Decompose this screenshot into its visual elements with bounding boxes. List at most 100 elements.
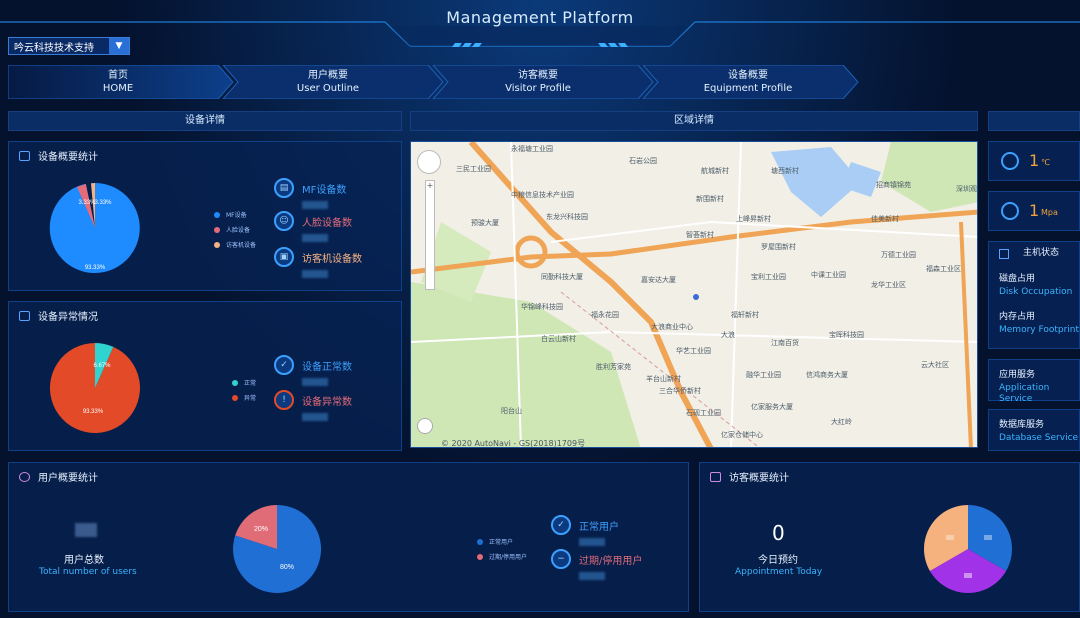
user-stats-pie: 80% 20% <box>233 504 322 593</box>
compass-icon[interactable] <box>417 150 441 174</box>
nav-tab-visitor-profile-en: Visitor Profile <box>505 83 571 94</box>
region-map[interactable]: 永福塘工业园 石岩公园 航城新村 塘西新村 三民工业园 中粮信息技术产业园 新围… <box>410 141 978 448</box>
leaf-icon <box>1001 202 1019 220</box>
check-icon: ✓ <box>551 515 571 535</box>
total-users-label-cn: 用户总数 <box>64 555 104 566</box>
server-icon: ▤ <box>274 178 294 198</box>
appointment-label-en: Appointment Today <box>735 567 823 577</box>
device-abnormal-pie: 6.67% 93.33% <box>49 343 140 433</box>
check-icon: ✓ <box>274 355 294 375</box>
pie-label-visitor: 3.33% <box>94 200 112 206</box>
pie-label-normal: 6.67% <box>93 363 111 369</box>
thermometer-icon <box>1001 152 1019 170</box>
total-users-label-en: Total number of users <box>39 567 137 577</box>
temperature-value: 1 <box>1029 151 1040 170</box>
map-copyright: © 2020 AutoNavi - GS(2018)1709号 <box>441 439 586 448</box>
stat-normal-devices: ✓ 设备正常数 <box>274 355 352 386</box>
section-region-detail: 区域详情 <box>410 111 978 131</box>
organization-select[interactable]: 吟云科技技术支持 ▼ <box>8 37 130 55</box>
nav-tab-equipment-profile-cn: 设备概要 <box>728 70 768 81</box>
host-icon <box>999 249 1009 259</box>
pie-label-expired-users: 20% <box>254 526 268 533</box>
stat-visitor-label: 访客机设备数 <box>302 254 362 265</box>
pie-label-abnormal: 93.33% <box>83 409 104 415</box>
device-abnormal-panel: 设备异常情况 6.67% 93.33% 正常 异常 ✓ 设备正常数 ! 设备异常… <box>8 301 402 451</box>
stat-mf-value <box>302 201 328 209</box>
nav-tab-visitor-profile-cn: 访客概要 <box>518 70 558 81</box>
pie-slice-normal-users <box>233 504 322 593</box>
nav-tab-user-outline[interactable]: 用户概要 User Outline <box>278 65 378 99</box>
legend-item: 访客机设备 <box>214 240 256 249</box>
device-abnormal-title: 设备异常情况 <box>19 308 98 323</box>
stat-mf-label: MF设备数 <box>302 185 347 196</box>
visitor-icon <box>710 471 721 482</box>
device-stats-title-text: 设备概要统计 <box>38 152 98 163</box>
app-service-card: 应用服务 Application Service <box>988 359 1080 404</box>
legend-item: 过期/停用用户 <box>477 552 527 561</box>
device-icon: ▣ <box>274 247 294 267</box>
zoom-in-icon[interactable]: + <box>426 181 434 190</box>
stat-face-devices: ☺ 人脸设备数 <box>274 211 352 242</box>
monitor-icon <box>19 150 30 161</box>
memory-label-en: Memory Footprint <box>999 325 1080 335</box>
stat-normal-label: 设备正常数 <box>302 362 352 373</box>
pie-label-normal-users: 80% <box>280 564 294 571</box>
pressure-value: 1 <box>1029 201 1040 220</box>
temperature-card: 1 ℃ <box>988 141 1080 181</box>
appointment-count: 0 <box>772 521 785 545</box>
device-stats-title: 设备概要统计 <box>19 148 98 163</box>
legend-item: MF设备 <box>214 210 256 219</box>
legend-item: 正常 <box>232 378 256 387</box>
monitor-icon <box>19 310 30 321</box>
stat-abnormal-devices: ! 设备异常数 <box>274 390 352 421</box>
pie-slice-visitor <box>91 183 95 228</box>
appointment-label-cn: 今日预约 <box>758 555 798 566</box>
device-stats-legend: MF设备 人脸设备 访客机设备 <box>214 210 256 255</box>
app-service-cn: 应用服务 <box>999 370 1036 380</box>
section-device-detail: 设备详情 <box>8 111 402 131</box>
minus-icon: − <box>551 549 571 569</box>
stat-expired-users-value <box>579 572 605 580</box>
device-stats-panel: 设备概要统计 93.33% 3.33% 3.33% MF设备 人脸设备 访客机设… <box>8 141 402 291</box>
warning-icon: ! <box>274 390 294 410</box>
pressure-card: 1 Mpa <box>988 191 1080 231</box>
zoom-slider[interactable]: + <box>425 180 435 290</box>
nav-tab-home[interactable]: 首页 HOME <box>68 65 168 99</box>
page-title: Management Platform <box>446 8 634 27</box>
nav-tab-home-cn: 首页 <box>108 70 128 81</box>
device-stats-pie: 93.33% 3.33% 3.33% <box>49 183 140 273</box>
nav-tab-visitor-profile[interactable]: 访客概要 Visitor Profile <box>488 65 588 99</box>
device-abnormal-legend: 正常 异常 <box>232 378 256 408</box>
stat-normal-users-value <box>579 538 605 546</box>
organization-select-value: 吟云科技技术支持 <box>14 42 94 54</box>
nav-tab-equipment-profile[interactable]: 设备概要 Equipment Profile <box>693 65 803 99</box>
header-frame <box>0 21 1080 47</box>
legend-item: 人脸设备 <box>214 225 256 234</box>
temperature-unit: ℃ <box>1041 158 1050 167</box>
stat-face-label: 人脸设备数 <box>302 218 352 229</box>
nav-tab-equipment-profile-en: Equipment Profile <box>703 83 793 94</box>
disk-label-en: Disk Occupation <box>999 287 1073 297</box>
visitor-stats-title: 访客概要统计 <box>710 469 789 484</box>
stat-visitor-value <box>302 270 328 278</box>
pie-slice-face <box>77 183 95 228</box>
pie-slice-expired-users <box>235 505 277 549</box>
map-canvas <box>411 142 977 447</box>
host-status-title: 主机状态 <box>1023 248 1060 258</box>
user-stats-title-text: 用户概要统计 <box>38 473 98 484</box>
pressure-unit: Mpa <box>1041 208 1058 217</box>
chevron-down-icon[interactable]: ▼ <box>109 38 129 54</box>
db-service-card: 数据库服务 Database Service <box>988 409 1080 451</box>
locate-icon[interactable] <box>417 418 433 434</box>
total-users-value <box>75 523 97 537</box>
nav-tab-user-outline-cn: 用户概要 <box>308 70 348 81</box>
section-right-header <box>988 111 1080 131</box>
user-stats-title: 用户概要统计 <box>19 469 98 484</box>
stat-mf-devices: ▤ MF设备数 <box>274 178 346 209</box>
stat-normal-value <box>302 378 328 386</box>
stat-expired-users-label: 过期/停用用户 <box>579 556 643 567</box>
pie-label-face: 3.33% <box>78 200 96 206</box>
device-abnormal-title-text: 设备异常情况 <box>38 312 98 323</box>
stat-normal-users: ✓ 正常用户 <box>551 515 619 546</box>
stat-normal-users-label: 正常用户 <box>579 522 619 533</box>
